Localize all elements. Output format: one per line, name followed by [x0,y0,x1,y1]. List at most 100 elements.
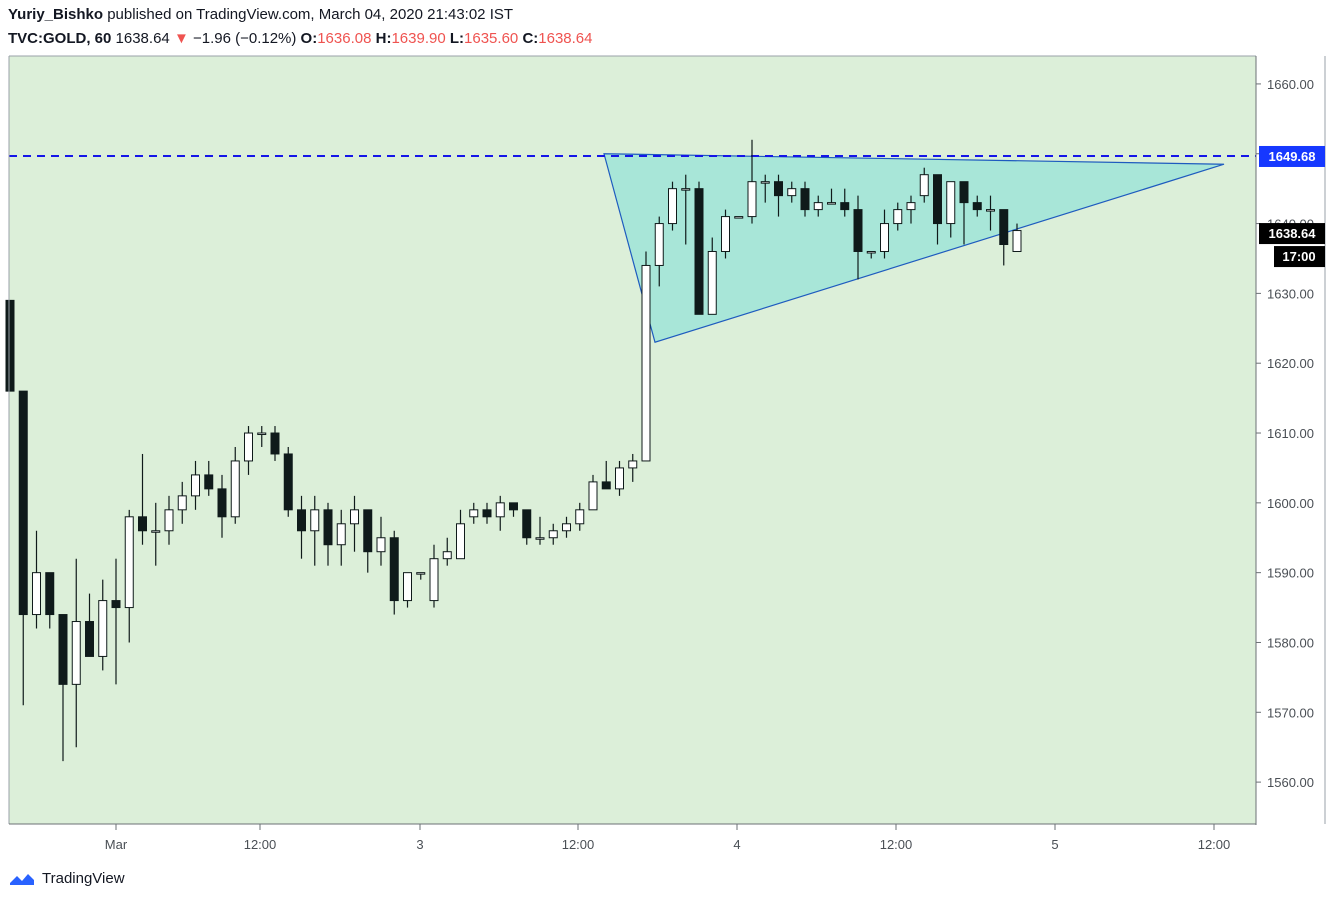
candle-bullish [336,523,346,546]
candle-bearish [389,537,399,602]
candle-bearish [959,181,969,204]
high-label: H: [375,30,392,47]
symbol-line: TVC:GOLD, 60 1638.64 ▼ −1.96 (−0.12%) O:… [8,30,593,47]
candle-bullish [416,572,426,575]
candle-bullish [787,188,797,197]
candle-bullish [866,250,876,254]
candle-bullish [575,509,585,525]
candle-bearish [482,509,492,518]
triangle-drawing[interactable] [603,153,1225,344]
candle-bullish [707,250,717,315]
candle-bullish [1012,230,1022,252]
candle-bullish [946,181,956,225]
candle-bullish [721,216,730,252]
candle-bullish [813,202,823,211]
candle-bearish [111,600,121,609]
candle-bearish [999,209,1009,246]
y-tick-label: 1610.00 [1267,426,1314,441]
candle-bearish [297,509,306,532]
publish-line: Yuriy_Bishko published on TradingView.co… [8,6,513,23]
candle-bullish [588,481,598,511]
x-tick-label: 3 [416,837,423,852]
x-tick-label: 12:00 [880,837,913,852]
candle-bearish [18,390,28,616]
candle-bullish [98,600,108,657]
candle-bearish [5,299,15,392]
candle-bullish [350,509,359,525]
low-label: L: [449,30,465,47]
candle-bullish [429,558,439,602]
down-arrow-icon: ▼ [173,30,189,47]
candle-bullish [919,174,929,197]
candle-bearish [509,502,518,511]
candle-bearish [853,209,863,252]
candle-bullish [906,202,916,211]
candle-bullish [986,209,995,212]
candle-bullish [191,474,200,497]
candle-bullish [310,509,320,532]
candle-bullish [628,460,638,469]
published-text: published on TradingView.com, March 04, … [107,6,514,23]
last-price-label: 1638.64 [1269,226,1317,241]
candle-bearish [840,202,850,211]
candle-bullish [654,223,664,266]
candle-bearish [601,481,611,490]
candle-bullish [164,509,174,532]
candle-bullish [230,460,240,518]
y-tick-label: 1660.00 [1267,77,1314,92]
candle-bearish [323,509,333,546]
close-value: 1638.64 [538,30,593,47]
candle-bullish [442,551,452,560]
candle-bearish [58,614,68,685]
x-tick-label: 12:00 [562,837,595,852]
y-axis-panel [1257,56,1326,824]
candle-bearish [138,516,147,532]
open-value: 1636.08 [317,30,372,47]
candle-bullish [641,264,651,462]
x-tick-label: 4 [733,837,740,852]
candle-bearish [85,621,94,657]
resistance-price-tag [1259,145,1325,167]
candle-bearish [800,188,810,211]
candle-bearish [774,181,783,197]
candle-bullish [495,502,505,518]
close-label: C: [522,30,539,47]
candle-bullish [668,188,677,225]
candle-bullish [124,516,134,609]
x-tick-label: 12:00 [1198,837,1231,852]
candle-bearish [45,572,55,616]
low-value: 1635.60 [464,30,519,47]
countdown-label: 17:00 [1282,249,1315,264]
y-tick-label: 1580.00 [1267,635,1314,650]
open-label: O: [300,30,318,47]
candle-bearish [217,488,227,518]
x-tick-label: 5 [1051,837,1058,852]
last-price-tag [1259,223,1325,245]
candle-bearish [933,174,942,225]
high-value: 1639.90 [391,30,446,47]
tradingview-logo[interactable]: TradingView [8,870,125,887]
candle-bullish [403,572,412,602]
candle-bullish [244,432,253,462]
symbol-label: TVC:GOLD, 60 [8,30,112,47]
candle-bullish [376,537,386,553]
candle-bullish [548,530,558,539]
y-tick-label: 1600.00 [1267,496,1314,511]
candle-bearish [204,474,214,490]
y-tick-label: 1590.00 [1267,566,1314,581]
candle-bullish [151,530,161,533]
candle-bearish [972,202,982,211]
y-tick-label: 1570.00 [1267,705,1314,720]
author-name[interactable]: Yuriy_Bishko [8,6,104,23]
candle-bearish [283,453,293,511]
price-tags: 1649.68 1638.64 17:00 [1259,145,1325,268]
y-tick-label: 1630.00 [1267,286,1314,301]
candle-bullish [32,572,41,616]
countdown-tag [1274,246,1325,268]
candle-bullish [535,537,545,540]
candle-bearish [363,509,373,553]
triangle-pattern [603,153,1225,344]
candle-bullish [456,523,465,560]
x-tick-label: 12:00 [244,837,277,852]
